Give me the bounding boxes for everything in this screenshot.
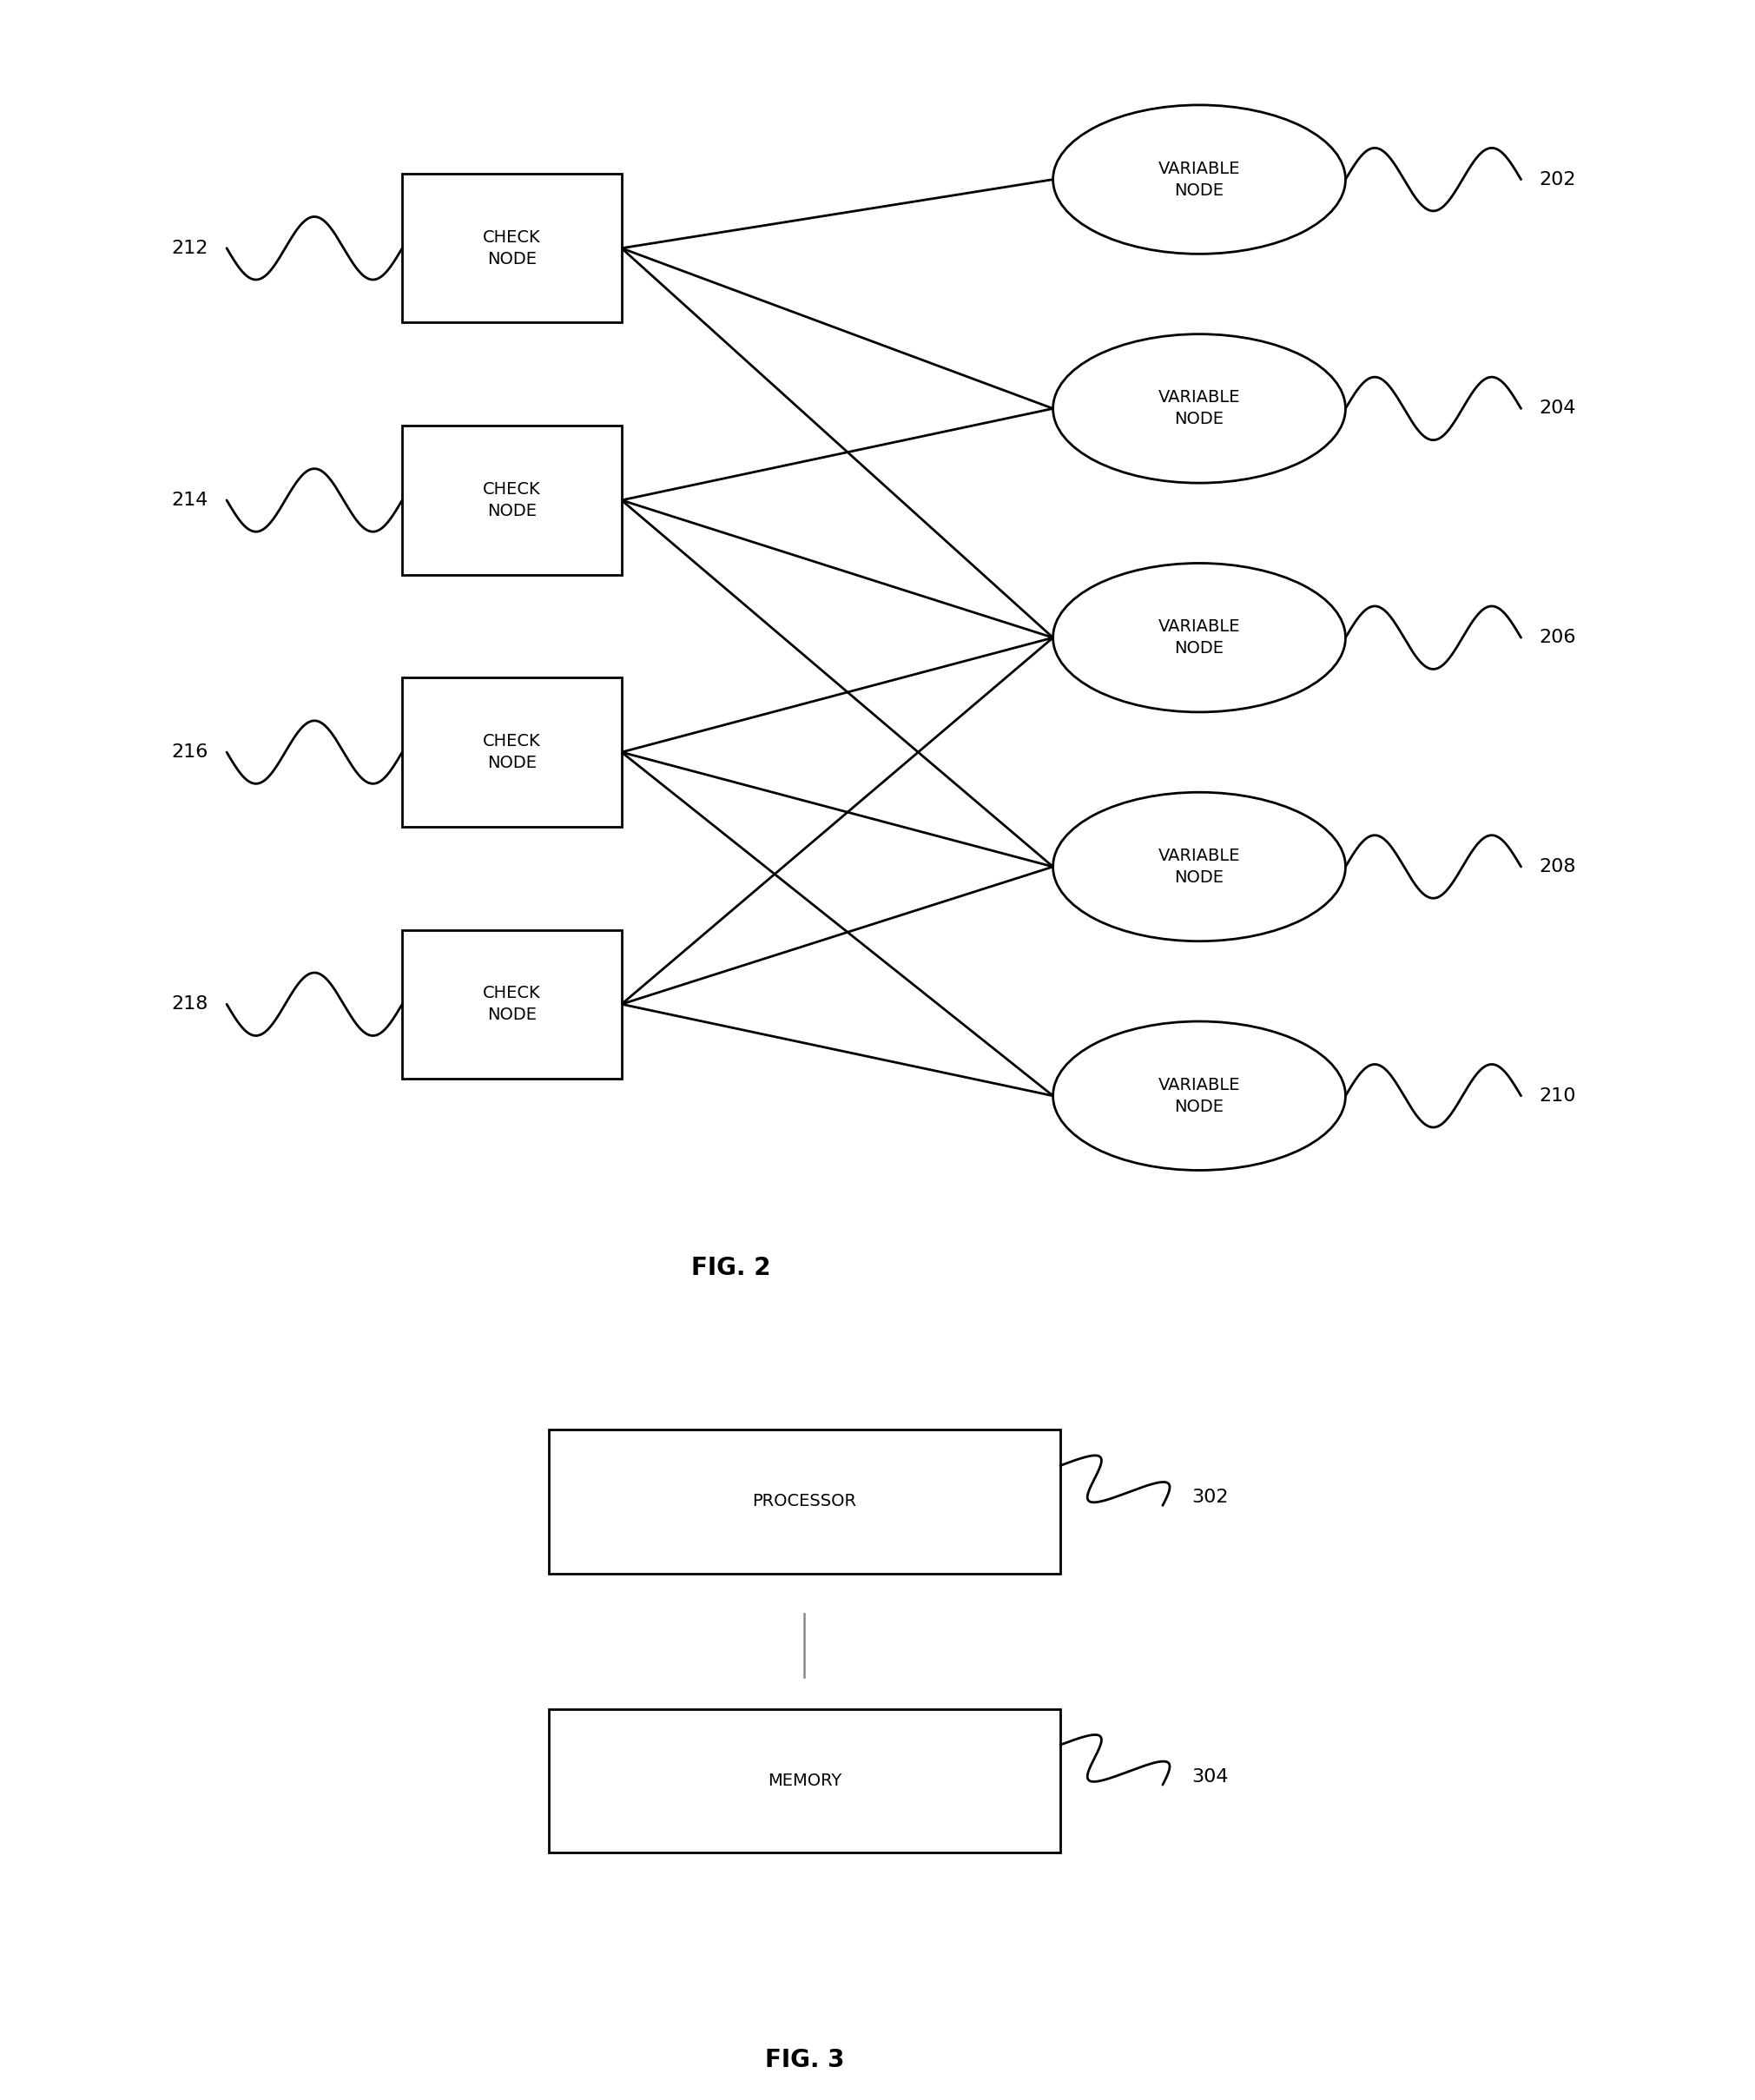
Text: CHECK
NODE: CHECK NODE (483, 481, 541, 519)
FancyBboxPatch shape (549, 1709, 1060, 1852)
Text: VARIABLE
NODE: VARIABLE NODE (1158, 1077, 1241, 1115)
FancyBboxPatch shape (549, 1430, 1060, 1573)
FancyBboxPatch shape (402, 426, 621, 575)
Ellipse shape (1053, 1021, 1346, 1170)
FancyBboxPatch shape (402, 678, 621, 827)
Text: 210: 210 (1539, 1088, 1576, 1105)
Text: PROCESSOR: PROCESSOR (753, 1493, 856, 1510)
Text: CHECK
NODE: CHECK NODE (483, 985, 541, 1023)
Text: CHECK
NODE: CHECK NODE (483, 229, 541, 267)
Text: 218: 218 (172, 995, 209, 1012)
Text: 206: 206 (1539, 630, 1576, 647)
Text: 208: 208 (1539, 859, 1576, 876)
Text: 204: 204 (1539, 399, 1576, 418)
Text: 216: 216 (172, 743, 209, 760)
Text: 304: 304 (1192, 1768, 1228, 1785)
FancyBboxPatch shape (402, 930, 621, 1079)
Text: FIG. 2: FIG. 2 (691, 1256, 770, 1279)
Text: 302: 302 (1192, 1489, 1228, 1506)
Text: 212: 212 (172, 239, 209, 256)
Text: VARIABLE
NODE: VARIABLE NODE (1158, 160, 1241, 200)
Text: 202: 202 (1539, 170, 1576, 189)
Text: CHECK
NODE: CHECK NODE (483, 733, 541, 771)
Text: VARIABLE
NODE: VARIABLE NODE (1158, 388, 1241, 428)
Ellipse shape (1053, 792, 1346, 941)
Text: VARIABLE
NODE: VARIABLE NODE (1158, 848, 1241, 886)
Ellipse shape (1053, 105, 1346, 254)
Text: FIG. 3: FIG. 3 (765, 2047, 844, 2073)
Text: 214: 214 (172, 491, 209, 508)
Ellipse shape (1053, 563, 1346, 712)
FancyBboxPatch shape (402, 174, 621, 323)
Text: MEMORY: MEMORY (767, 1772, 841, 1789)
Text: VARIABLE
NODE: VARIABLE NODE (1158, 619, 1241, 657)
Ellipse shape (1053, 334, 1346, 483)
